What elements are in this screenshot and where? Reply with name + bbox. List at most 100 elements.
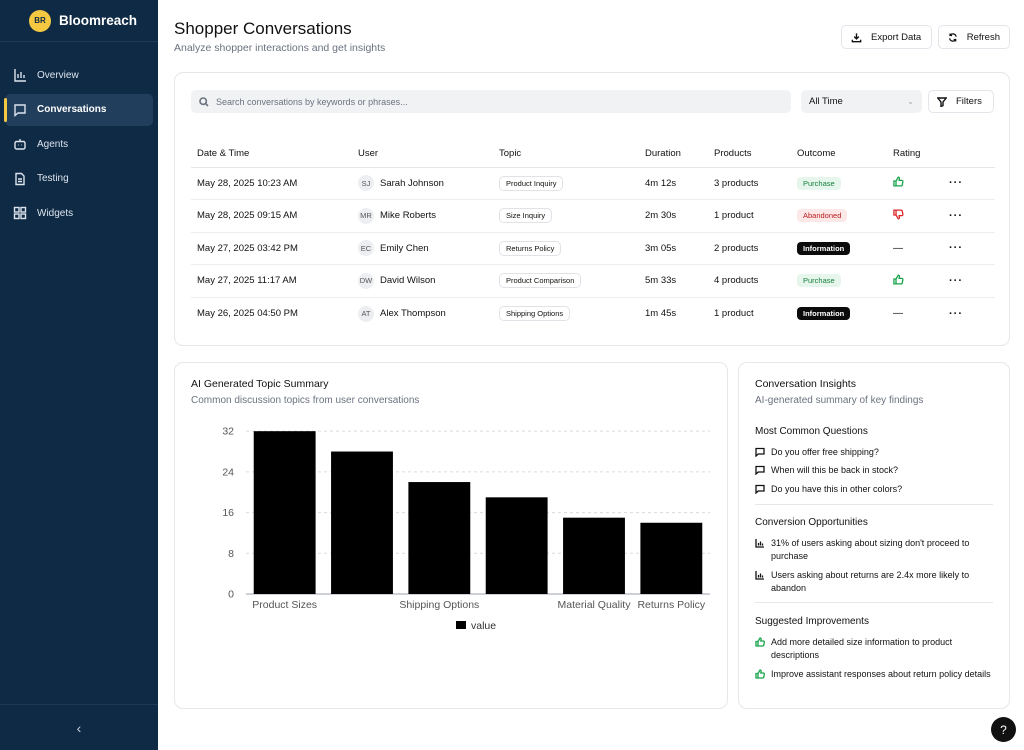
outcome-badge: Purchase: [797, 176, 841, 190]
chat-icon: [755, 447, 765, 457]
column-header-date[interactable]: Date & Time: [191, 141, 358, 168]
cell-actions: ···: [949, 297, 995, 330]
no-rating: —: [893, 242, 903, 254]
user-name: Emily Chen: [380, 242, 429, 254]
export-data-button[interactable]: Export Data: [841, 25, 932, 49]
avatar: MR: [358, 207, 374, 224]
avatar: DW: [358, 272, 374, 289]
sidebar-nav: Overview Conversations Agents Testing Wi…: [0, 42, 158, 229]
topic-badge: Product Inquiry: [499, 175, 564, 191]
table-row[interactable]: May 27, 2025 03:42 PM EC Emily Chen Returns…: [191, 232, 995, 265]
legend-label: value: [471, 620, 496, 632]
chat-icon: [13, 103, 27, 117]
chart-bar: [331, 451, 393, 594]
y-tick-label: 16: [222, 507, 234, 519]
brand[interactable]: BR Bloomreach: [0, 0, 158, 42]
topic-summary-card: AI Generated Topic Summary Common discus…: [174, 362, 728, 709]
bar-chart-icon: [755, 571, 764, 580]
sidebar-item-testing[interactable]: Testing: [5, 163, 153, 195]
cell-products: 1 product: [714, 199, 797, 233]
y-tick-label: 24: [222, 466, 234, 478]
help-button[interactable]: ?: [991, 717, 1016, 742]
filters-button[interactable]: Filters: [928, 90, 994, 113]
sidebar-item-widgets[interactable]: Widgets: [5, 197, 153, 229]
legend-swatch: [456, 621, 466, 629]
cell-topic: Returns Policy: [499, 232, 645, 265]
cell-rating: [893, 199, 949, 233]
thumbs-up-icon: [893, 274, 904, 288]
cell-date: May 28, 2025 10:23 AM: [191, 167, 358, 200]
sidebar-item-label: Agents: [37, 138, 69, 150]
column-header-outcome[interactable]: Outcome: [797, 141, 893, 168]
more-actions-icon[interactable]: ···: [949, 307, 963, 320]
table-row[interactable]: May 28, 2025 09:15 AM MR Mike Roberts Size …: [191, 199, 995, 233]
chart-bar: [253, 431, 316, 594]
improvement-item: Improve assistant responses about return…: [755, 668, 995, 681]
brand-name: Bloomreach: [59, 13, 138, 28]
sidebar-item-label: Conversations: [37, 104, 107, 115]
table-row[interactable]: May 27, 2025 11:17 AM DW David Wilson Produ…: [191, 264, 995, 298]
time-filter-select[interactable]: All Time ⌄: [801, 90, 922, 113]
thumbs-up-icon: [755, 669, 765, 679]
chevron-left-icon: ‹: [76, 719, 82, 736]
cell-date: May 27, 2025 03:42 PM: [191, 232, 358, 265]
outcome-badge: Purchase: [797, 274, 841, 288]
cell-products: 2 products: [714, 232, 797, 265]
conversion-opportunities-title: Conversion Opportunities: [755, 517, 868, 528]
brand-logo: BR: [29, 9, 51, 32]
cell-outcome: Abandoned: [797, 199, 893, 233]
refresh-label: Refresh: [966, 31, 1000, 43]
conversion-item: Users asking about returns are 2.4x more…: [755, 569, 995, 595]
cell-products: 4 products: [714, 264, 797, 298]
user-name: Sarah Johnson: [380, 177, 444, 189]
cell-products: 1 product: [714, 308, 754, 319]
cell-topic: Size Inquiry: [499, 199, 645, 233]
bot-icon: [13, 137, 27, 151]
cell-user: AT Alex Thompson: [358, 297, 499, 330]
more-actions-icon[interactable]: ···: [949, 242, 963, 255]
more-actions-icon[interactable]: ···: [949, 177, 963, 190]
more-actions-icon[interactable]: ···: [949, 274, 963, 287]
column-header-user[interactable]: User: [358, 141, 499, 168]
x-tick-label: Shipping Options: [399, 599, 479, 611]
bar-chart-icon: [13, 68, 27, 82]
x-tick-label: Product Sizes: [252, 599, 317, 611]
topic-bar-chart: 0 8 16 24 32 Product Sizes Shipping Options Mat…: [222, 426, 710, 632]
topic-summary-title: AI Generated Topic Summary: [191, 378, 329, 390]
document-icon: [13, 172, 27, 186]
sidebar-item-agents[interactable]: Agents: [5, 128, 153, 160]
table-row[interactable]: May 26, 2025 04:50 PM AT Alex Thompson Ship…: [191, 297, 995, 330]
sidebar-item-overview[interactable]: Overview: [5, 59, 153, 91]
column-header-topic[interactable]: Topic: [499, 141, 645, 168]
collapse-sidebar-button[interactable]: ‹: [0, 704, 158, 750]
table-row[interactable]: May 28, 2025 10:23 AM SJ Sarah Johnson Prod…: [191, 167, 995, 200]
no-rating: —: [893, 308, 903, 319]
common-questions-title: Most Common Questions: [755, 426, 868, 437]
refresh-button[interactable]: Refresh: [938, 25, 1010, 49]
avatar: SJ: [358, 175, 374, 192]
insights-title: Conversation Insights: [755, 378, 856, 390]
column-header-products[interactable]: Products: [714, 141, 797, 168]
cell-topic: Product Inquiry: [499, 167, 645, 200]
cell-date: May 28, 2025 09:15 AM: [191, 199, 358, 233]
more-actions-icon[interactable]: ···: [949, 209, 963, 222]
search-input[interactable]: [216, 96, 776, 107]
question-item: Do you offer free shipping?: [755, 446, 995, 459]
search-bar[interactable]: [191, 90, 791, 113]
column-header-duration[interactable]: Duration: [645, 141, 714, 168]
chart-bar: [408, 482, 471, 594]
help-icon: ?: [1000, 722, 1007, 737]
conversations-card: All Time ⌄ Filters Date & Time User Topi…: [174, 72, 1010, 346]
main-content: Shopper Conversations Analyze shopper in…: [158, 0, 1024, 750]
avatar: AT: [358, 305, 374, 322]
cell-products: 3 products: [714, 167, 797, 200]
cell-duration: 4m 12s: [645, 167, 714, 200]
sidebar: BR Bloomreach Overview Conversations Age…: [0, 0, 158, 750]
cell-outcome: Purchase: [797, 264, 893, 298]
improvement-item: Add more detailed size information to pr…: [755, 636, 995, 662]
topic-badge: Returns Policy: [499, 240, 562, 256]
sidebar-item-conversations[interactable]: Conversations: [4, 93, 153, 126]
user-name: Alex Thompson: [380, 308, 446, 319]
column-header-rating[interactable]: Rating: [893, 141, 949, 168]
filters-label: Filters: [956, 96, 982, 107]
